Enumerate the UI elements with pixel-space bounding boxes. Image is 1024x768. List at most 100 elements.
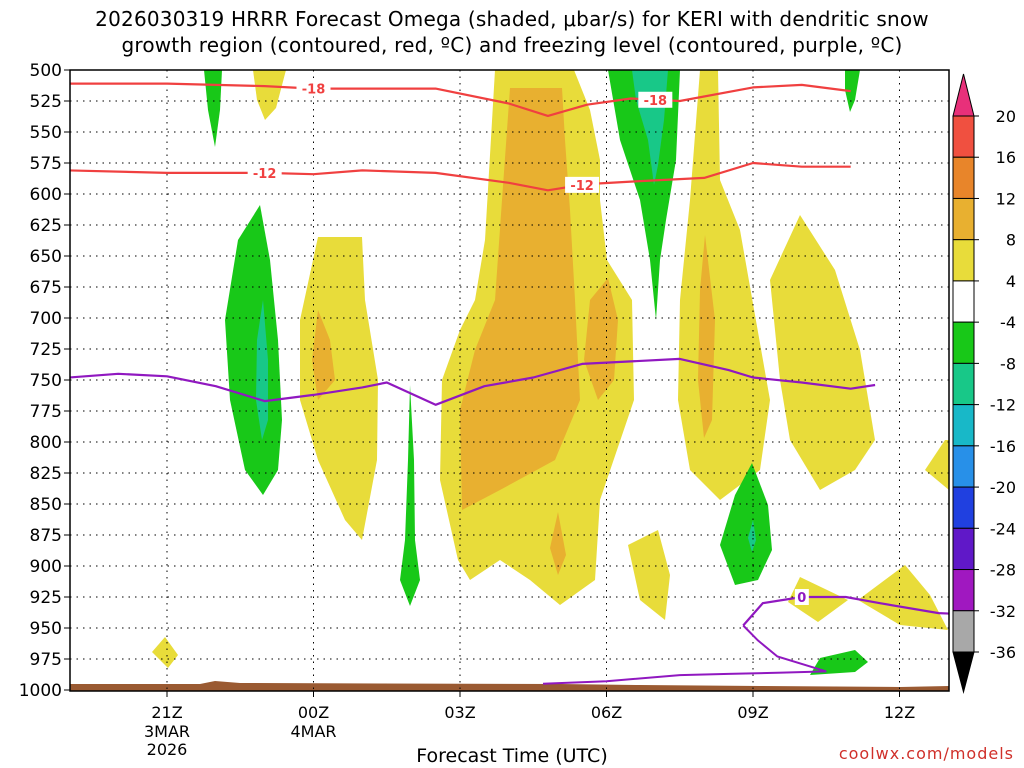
contour-label-bg: [247, 164, 282, 181]
colorbar-segment: [952, 280, 975, 323]
omega-shade-4-8: [300, 237, 378, 540]
credit-text: coolwx.com/models: [838, 744, 1014, 763]
colorbar-label: -16: [990, 437, 1016, 456]
omega-shade-8-12: [550, 512, 566, 575]
y-tick-label: 600: [30, 185, 62, 205]
chart-title: 2026030319 HRRR Forecast Omega (shaded, …: [0, 6, 1024, 58]
y-tick-label: 950: [30, 619, 62, 639]
colorbar-label: 4: [1006, 272, 1016, 291]
colorbar-segment: [952, 445, 975, 488]
x-tick-date: 4MAR: [290, 722, 336, 741]
y-tick-label: 575: [30, 154, 62, 174]
colorbar-label: 8: [1006, 231, 1016, 250]
y-tick-label: 625: [30, 216, 62, 236]
y-tick-label: 525: [30, 92, 62, 112]
contour-line--12: [70, 161, 851, 192]
colorbar-arrow-bottom: [952, 651, 975, 694]
y-tick-label: 700: [30, 309, 62, 329]
colorbar-label: -24: [990, 519, 1016, 538]
colorbar-label: -4: [1000, 313, 1016, 332]
colorbar-label: -32: [990, 602, 1016, 621]
contour-line-0-connector: [742, 624, 827, 673]
omega-shade-neg8-neg12: [748, 520, 756, 552]
colorbar-label: -36: [990, 643, 1016, 662]
colorbar: 20 16 12 8 4 -4 -8 -12 -16 -20 -24 -28 -32 -36: [952, 73, 1016, 694]
chart-title-line2: growth region (contoured, red, ºC) and f…: [121, 33, 903, 57]
omega-shade-neg8-neg12: [256, 300, 268, 440]
omega-shade-neg4-neg8: [400, 385, 420, 606]
y-tick-label: 900: [30, 557, 62, 577]
omega-shade-4-8: [152, 637, 178, 668]
omega-shade-neg4-neg8: [225, 205, 282, 495]
colorbar-label: -20: [990, 478, 1016, 497]
y-tick-label: 800: [30, 433, 62, 453]
contour-line-0: [70, 357, 876, 406]
colorbar-label: 20: [996, 107, 1016, 126]
contour-label: -18: [644, 94, 668, 109]
y-axis: 500 525 550 575 600 625 650 675 700 725 750 775 800 8…: [19, 61, 70, 701]
colorbar-segment: [952, 569, 975, 612]
colorbar-label: -12: [990, 396, 1016, 415]
y-tick-label: 875: [30, 526, 62, 546]
colorbar-segment: [952, 197, 975, 241]
omega-shade-8-12: [698, 235, 715, 438]
chart-title-line1: 2026030319 HRRR Forecast Omega (shaded, …: [95, 7, 929, 31]
colorbar-segment: [952, 115, 975, 158]
x-tick-date: 3MAR: [144, 722, 190, 741]
contour-label-bg: [638, 91, 673, 108]
y-tick-label: 975: [30, 650, 62, 670]
colorbar-segment: [952, 404, 975, 447]
x-tick-label: 09Z: [737, 703, 768, 722]
contour-line-0-low: [742, 595, 949, 627]
omega-shade-neg4-neg8: [810, 650, 868, 675]
colorbar-label: -8: [1000, 354, 1016, 373]
x-tick-label: 21Z: [151, 703, 182, 722]
y-tick-label: 850: [30, 495, 62, 515]
omega-shade-neg4-neg8: [204, 70, 222, 147]
omega-shade-8-12: [312, 88, 715, 575]
omega-shade-8-12: [312, 310, 335, 400]
contour-line-0-surface: [542, 670, 827, 685]
y-tick-label: 925: [30, 588, 62, 608]
y-tick-label: 675: [30, 278, 62, 298]
x-tick-label: 00Z: [298, 703, 329, 722]
contour-label-bg: [565, 176, 600, 193]
omega-shade-4-8: [253, 70, 286, 120]
colorbar-label: 12: [996, 189, 1016, 208]
colorbar-segment: [952, 321, 975, 364]
colorbar-segment: [952, 610, 975, 653]
contour-label: 0: [797, 591, 806, 606]
contour-label-bg: [794, 589, 809, 605]
omega-shade-8-12: [584, 278, 618, 400]
y-tick-label: 750: [30, 371, 62, 391]
omega-shade-4-8: [770, 215, 875, 490]
omega-shade-neg4-neg8: [845, 70, 860, 112]
colorbar-label: 16: [996, 148, 1016, 167]
omega-shade-4-8: [628, 530, 670, 620]
contours: -18 -18 -12 -12 0: [70, 80, 949, 685]
colorbar-segment: [952, 239, 975, 282]
x-tick-label: 12Z: [884, 703, 915, 722]
y-tick-label: 550: [30, 123, 62, 143]
y-tick-label: 825: [30, 464, 62, 484]
y-tick-label: 725: [30, 340, 62, 360]
x-tick-year: 2026: [147, 740, 188, 759]
colorbar-segment: [952, 156, 975, 199]
y-tick-label: 775: [30, 402, 62, 422]
colorbar-segment: [952, 362, 975, 406]
ground-surface: [70, 681, 949, 691]
colorbar-label: -28: [990, 561, 1016, 580]
omega-shade-4-8: [925, 440, 949, 490]
x-tick-label: 03Z: [444, 703, 475, 722]
contour-label: -18: [302, 83, 326, 98]
contour-label-bg: [296, 80, 331, 97]
omega-shade-8-12: [460, 88, 580, 510]
x-axis-label: Forecast Time (UTC): [416, 745, 608, 767]
y-tick-label: 1000: [19, 681, 62, 701]
contour-line--18: [70, 82, 851, 117]
omega-shade-neg4-neg8: [720, 463, 772, 585]
y-tick-label: 650: [30, 247, 62, 267]
colorbar-segment: [952, 527, 975, 571]
